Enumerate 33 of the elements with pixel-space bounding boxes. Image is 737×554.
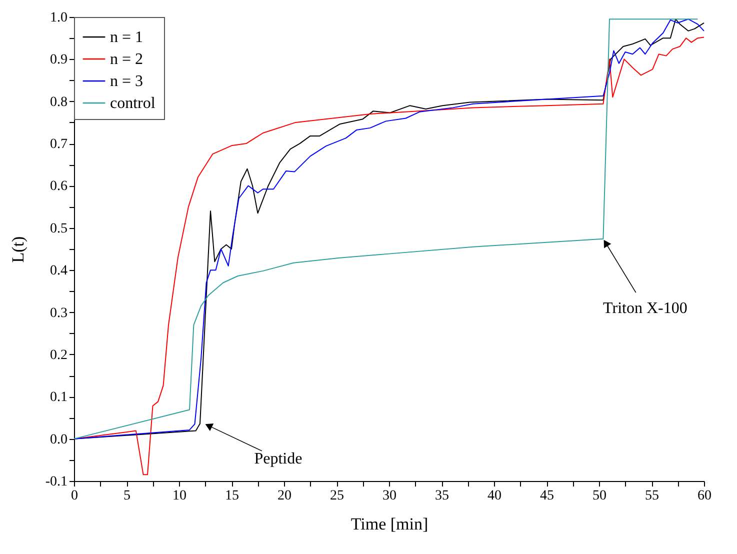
x-tick-label: 55: [645, 488, 659, 504]
legend-label: n = 3: [110, 73, 144, 90]
annotation: Peptide: [254, 450, 302, 468]
y-tick-label: 0.0: [50, 432, 68, 448]
y-tick-label: 0.2: [50, 348, 68, 363]
y-tick-label: 0.4: [50, 264, 68, 279]
y-tick-label: 0.9: [50, 52, 68, 68]
x-axis-title: Time [min]: [350, 514, 428, 534]
legend-label: control: [110, 95, 156, 112]
y-tick-label: 0.3: [50, 306, 68, 321]
y-tick-label: 0.8: [50, 94, 68, 110]
y-tick-label: 0.6: [50, 179, 68, 194]
legend-label: n = 2: [110, 51, 144, 68]
x-tick-label: 45: [540, 488, 554, 504]
x-tick-label: 60: [698, 488, 712, 504]
x-tick-label: 20: [278, 488, 292, 504]
y-axis-title: L(t): [8, 236, 28, 263]
y-tick-label: 0.5: [50, 221, 68, 236]
y-tick-label: 0.7: [50, 137, 68, 152]
x-tick-label: 25: [330, 488, 344, 504]
x-tick-label: 40: [488, 488, 502, 504]
x-tick-label: 35: [435, 488, 449, 504]
x-tick-label: 5: [124, 488, 130, 504]
annotation: Triton X-100: [603, 300, 688, 317]
legend-label: n = 1: [110, 29, 144, 46]
y-tick-label: 0.1: [50, 390, 68, 406]
x-tick-label: 30: [382, 488, 396, 504]
x-tick-label: 0: [71, 488, 78, 504]
x-tick-label: 15: [225, 488, 239, 504]
y-tick-label: -0.1: [45, 474, 68, 490]
x-tick-label: 10: [172, 488, 186, 504]
x-tick-label: 50: [592, 488, 606, 504]
y-tick-label: 1.0: [50, 10, 68, 26]
